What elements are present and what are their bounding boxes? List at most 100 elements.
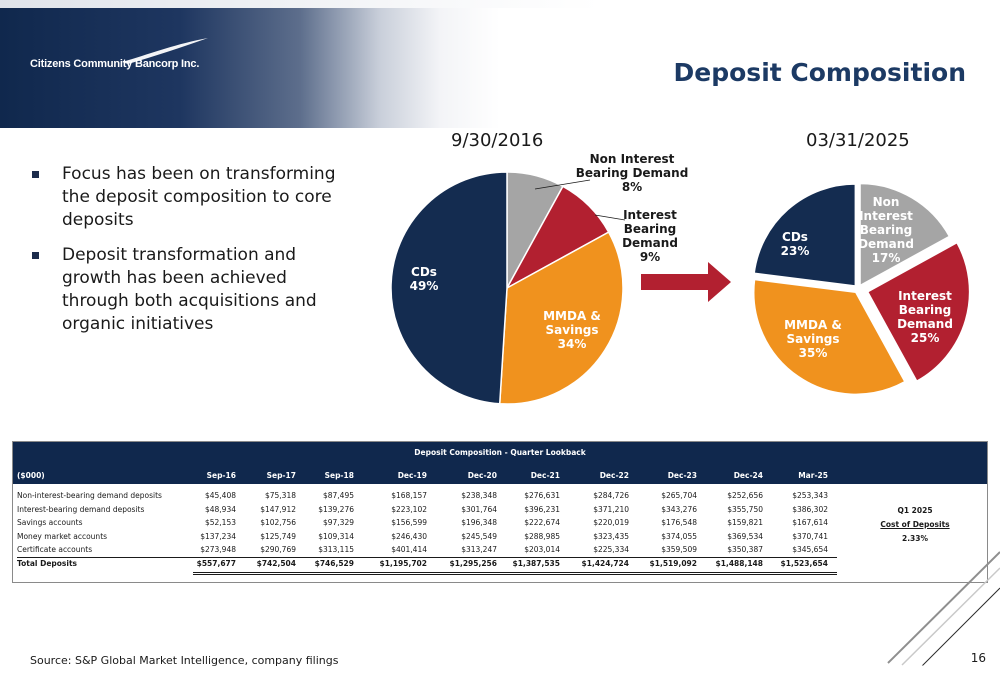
- table-cell: $203,014: [524, 545, 560, 555]
- table-column-header: Sep-16: [206, 471, 236, 480]
- pie-slice-label: Bearing: [899, 303, 952, 317]
- table-cell: $557,677: [196, 559, 236, 568]
- table-cell: $1,488,148: [715, 559, 763, 568]
- table-cell: $147,912: [260, 504, 296, 514]
- table-column-header: Sep-17: [266, 471, 296, 480]
- table-cell: $223,102: [391, 504, 427, 514]
- pie-slice: [859, 182, 951, 287]
- table-cell: $246,430: [391, 531, 427, 541]
- table-cell: $401,414: [391, 545, 427, 555]
- table-cell: $1,195,702: [379, 559, 427, 568]
- pie-slice-label: MMDA &: [543, 309, 601, 323]
- table-cell: $245,549: [461, 531, 497, 541]
- table-cell: $396,231: [524, 504, 560, 514]
- pie-slice: [753, 183, 857, 287]
- table-cell: $87,495: [322, 491, 354, 500]
- table-cell: $52,153: [204, 518, 236, 528]
- table-cell: $252,656: [727, 491, 763, 500]
- bullet-item: Focus has been on transforming the depos…: [32, 163, 352, 232]
- pie-slice: [505, 185, 610, 290]
- pie-title-2025: 03/31/2025: [806, 130, 910, 151]
- table-cell: $370,741: [792, 531, 828, 541]
- total-double-rule: [193, 571, 837, 573]
- table-cell: $288,985: [524, 531, 560, 541]
- table-cell: $345,654: [792, 545, 828, 555]
- table-cell: $139,276: [318, 504, 354, 514]
- pie-slice: [753, 278, 906, 396]
- table-title: Deposit Composition - Quarter Lookback: [414, 448, 586, 457]
- table-cell: $284,726: [593, 491, 629, 500]
- table-cell: $109,314: [318, 531, 354, 541]
- table-cell: $168,157: [391, 491, 427, 500]
- table-cell: $102,756: [260, 518, 296, 528]
- pie-slice-label: Savings: [546, 323, 599, 337]
- table-cell: $253,343: [792, 491, 828, 500]
- pie-slice: [866, 241, 971, 383]
- table-column-header: Dec-20: [467, 471, 497, 480]
- pie-2025: NonInterestBearingDemand17%InterestBeari…: [753, 182, 971, 396]
- table-cell: $225,334: [593, 545, 629, 555]
- table-cell: $125,749: [260, 531, 296, 541]
- pie-slice-percent: 8%: [622, 180, 642, 194]
- bullet-list: Focus has been on transforming the depos…: [32, 163, 352, 348]
- table-cell: $355,750: [727, 504, 763, 514]
- bullet-text: Deposit transformation and growth has be…: [62, 245, 317, 334]
- table-cell: $374,055: [661, 531, 697, 541]
- square-bullet-icon: [32, 252, 39, 259]
- table-row-label: Interest-bearing demand deposits: [17, 504, 145, 514]
- header-top-strip: [0, 0, 1000, 8]
- cost-of-deposits-value: 2.33%: [901, 534, 929, 543]
- table-cell: $313,247: [461, 545, 497, 555]
- pie-slice-label: MMDA &: [784, 318, 842, 332]
- table-cell: $1,424,724: [581, 559, 629, 568]
- table-cell: $265,704: [661, 491, 697, 500]
- table-cell: $1,295,256: [449, 559, 497, 568]
- pie-title-2016: 9/30/2016: [451, 130, 544, 151]
- table-cell: $343,276: [661, 504, 697, 514]
- table-cell: $1,523,654: [780, 559, 828, 568]
- bullet-text: Focus has been on transforming the depos…: [62, 164, 336, 230]
- table-cell: $386,302: [792, 504, 828, 514]
- table-cell: $45,408: [204, 491, 236, 500]
- pie-slice-percent: 25%: [911, 331, 940, 345]
- logo-swoosh-icon: [122, 38, 208, 64]
- total-rule: [17, 557, 837, 558]
- table-cell: $48,934: [204, 504, 236, 514]
- table-row-label: Savings accounts: [17, 518, 83, 528]
- table-unit-label: ($000): [17, 471, 45, 480]
- table-cell: $359,509: [661, 545, 697, 555]
- pie-slice-label: Non Interest: [590, 152, 675, 166]
- table-cell: $369,534: [727, 531, 763, 541]
- table-row-label: Money market accounts: [17, 531, 108, 541]
- header-band: [0, 0, 1000, 128]
- pie-slice-label: Demand: [858, 237, 914, 251]
- table-column-header: Dec-22: [599, 471, 629, 480]
- table-cell: $290,769: [260, 545, 296, 555]
- table-cell: $273,948: [200, 545, 236, 555]
- table-row-label: Non-interest-bearing demand deposits: [17, 491, 162, 500]
- pie-slice-label: Non: [873, 195, 900, 209]
- table-cell: $156,599: [391, 518, 427, 528]
- pie-slice-label: Demand: [897, 317, 953, 331]
- deposit-table: Deposit Composition - Quarter Lookback (…: [12, 441, 988, 583]
- pie-slice-percent: 34%: [558, 337, 587, 351]
- table-cell: $301,764: [461, 504, 497, 514]
- pie-slice-label: Bearing Demand: [576, 166, 689, 180]
- pie-slice-label: Bearing: [624, 222, 677, 236]
- cost-of-deposits-label: Cost of Deposits: [880, 520, 950, 529]
- pie-slice-label: CDs: [782, 230, 808, 244]
- table-cell: $276,631: [524, 491, 560, 500]
- pie-slice-percent: 17%: [872, 251, 901, 265]
- table-column-header: Dec-21: [530, 471, 560, 480]
- table-column-header: Dec-24: [733, 471, 763, 480]
- pie-slice-percent: 23%: [781, 244, 810, 258]
- table-cell: $742,504: [256, 559, 296, 568]
- table-cell: $238,348: [461, 491, 497, 500]
- table-cell: $75,318: [264, 491, 296, 500]
- cost-of-deposits-period: Q1 2025: [897, 506, 933, 515]
- right-arrow-icon: [641, 262, 731, 302]
- table-column-header: Sep-18: [324, 471, 354, 480]
- pie-slice: [390, 171, 508, 405]
- table-cell: $313,115: [318, 545, 354, 555]
- table-cell: $746,529: [314, 559, 354, 568]
